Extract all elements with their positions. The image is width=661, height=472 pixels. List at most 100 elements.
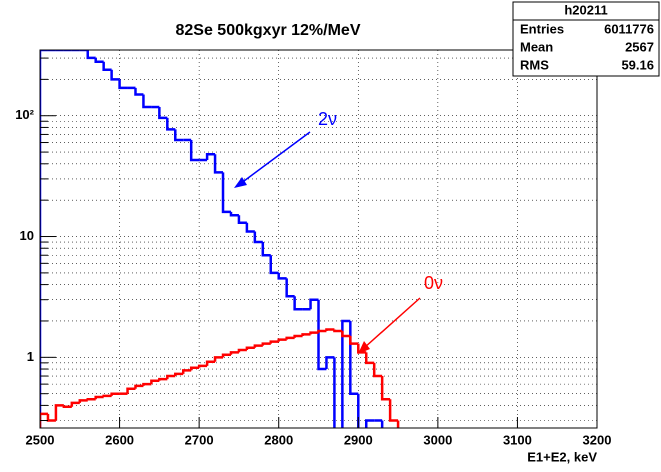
histogram-bin	[301, 333, 311, 337]
y-tick-label: 10	[20, 228, 34, 243]
histogram-bin	[285, 336, 295, 340]
y-tick-label: 10²	[15, 107, 34, 122]
histogram-bin	[309, 331, 319, 335]
histogram-bin	[102, 61, 112, 72]
histogram-bin	[166, 117, 176, 131]
x-tick-label: 2800	[264, 432, 293, 447]
arrow	[239, 131, 311, 185]
histogram-bin	[126, 387, 136, 394]
frame	[39, 49, 598, 429]
histogram-bin	[118, 79, 128, 90]
histogram-bin	[62, 405, 72, 408]
stats-value: 6011776	[604, 21, 654, 36]
x-tick-label: 3200	[583, 432, 612, 447]
y-tick-label: 1	[27, 349, 34, 364]
histogram-bin	[277, 272, 287, 280]
histogram-bin	[142, 94, 152, 109]
histogram-bin	[269, 340, 279, 344]
histogram-bin	[174, 372, 184, 377]
histogram-bin	[197, 364, 208, 368]
histogram-bin	[54, 404, 64, 421]
histogram-bin	[110, 392, 120, 396]
histogram-bin	[78, 399, 88, 403]
histogram-bin	[380, 420, 384, 428]
histogram-bin	[309, 298, 319, 310]
histogram-bin	[158, 377, 168, 381]
histogram-bin	[237, 215, 247, 225]
stats-key: RMS	[520, 57, 549, 72]
histogram-bin	[205, 152, 216, 161]
stats-key: Mean	[520, 39, 553, 54]
histogram-bin	[396, 420, 400, 428]
x-tick-label: 2600	[105, 432, 134, 447]
histogram-bin	[364, 352, 375, 365]
histogram-bin	[221, 172, 231, 214]
stats-value: 59.16	[621, 57, 654, 72]
histogram-bin	[86, 397, 96, 401]
histogram-bin	[285, 278, 295, 298]
x-tick-label: 2900	[344, 432, 373, 447]
histogram-bin	[40, 412, 48, 428]
histogram-bin	[261, 242, 271, 257]
histogram-bin	[372, 362, 383, 378]
histogram-bin	[333, 329, 343, 333]
histogram-bin	[277, 338, 287, 342]
histogram-bin	[245, 346, 255, 350]
histogram-bin	[317, 329, 327, 333]
annotation-0nu: 0ν	[358, 273, 443, 354]
arrow-head	[358, 341, 370, 354]
histogram-bin	[166, 374, 176, 380]
x-axis-label: E1+E2, keV	[527, 449, 597, 464]
histogram-bin	[134, 384, 144, 389]
histogram-bin	[380, 376, 391, 401]
histogram-bin	[205, 360, 216, 366]
stats-frame	[512, 1, 660, 77]
histogram-bin	[325, 328, 335, 332]
histogram-bin	[213, 356, 224, 362]
series-label: 2ν	[318, 109, 337, 129]
histogram-bin	[253, 344, 263, 348]
histogram-bin	[333, 357, 336, 428]
histogram-bin	[221, 353, 231, 358]
histogram-bin	[253, 231, 263, 244]
histogram-bin	[189, 139, 200, 162]
annotation-2nu: 2ν	[234, 109, 337, 188]
histogram-bin	[261, 342, 271, 346]
histogram-bin	[269, 255, 279, 275]
arrow	[363, 297, 421, 349]
histogram-bin	[341, 331, 351, 338]
histogram-bin	[357, 393, 360, 428]
histogram-bin	[245, 222, 255, 233]
histogram-bin	[325, 356, 335, 370]
x-tick-label: 3000	[423, 432, 452, 447]
histogram-bin	[110, 69, 120, 81]
stats-key: Entries	[520, 21, 564, 36]
histogram-bin	[70, 401, 80, 407]
histogram-bin	[174, 129, 184, 142]
histogram-bin	[317, 299, 327, 371]
histogram-bin	[349, 336, 359, 345]
histogram-bin	[357, 343, 367, 354]
series-label: 0ν	[424, 273, 443, 293]
x-tick-label: 3100	[503, 432, 532, 447]
histogram-bin	[388, 399, 399, 422]
stats-value: 2567	[625, 39, 654, 54]
stats-box: h20211 Entries 6011776 Mean 2567 RMS 59.…	[512, 1, 660, 77]
histogram-bin	[229, 351, 239, 355]
histogram-bin	[150, 379, 160, 385]
x-tick-label: 2700	[185, 432, 214, 447]
stats-title: h20211	[564, 2, 607, 17]
histogram-bin	[142, 382, 152, 386]
histogram-bin	[213, 154, 224, 174]
histogram-bin	[189, 366, 200, 371]
histogram-bin	[229, 211, 239, 217]
histogram-bin	[293, 334, 303, 338]
histogram-bin	[94, 395, 104, 400]
chart-title: 82Se 500kgxyr 12%/MeV	[175, 22, 360, 39]
histogram-bin	[102, 394, 112, 398]
histogram-bin	[293, 296, 303, 311]
arrow-head	[234, 177, 247, 188]
histogram-bin	[364, 419, 375, 428]
histogram-bin	[181, 369, 192, 374]
